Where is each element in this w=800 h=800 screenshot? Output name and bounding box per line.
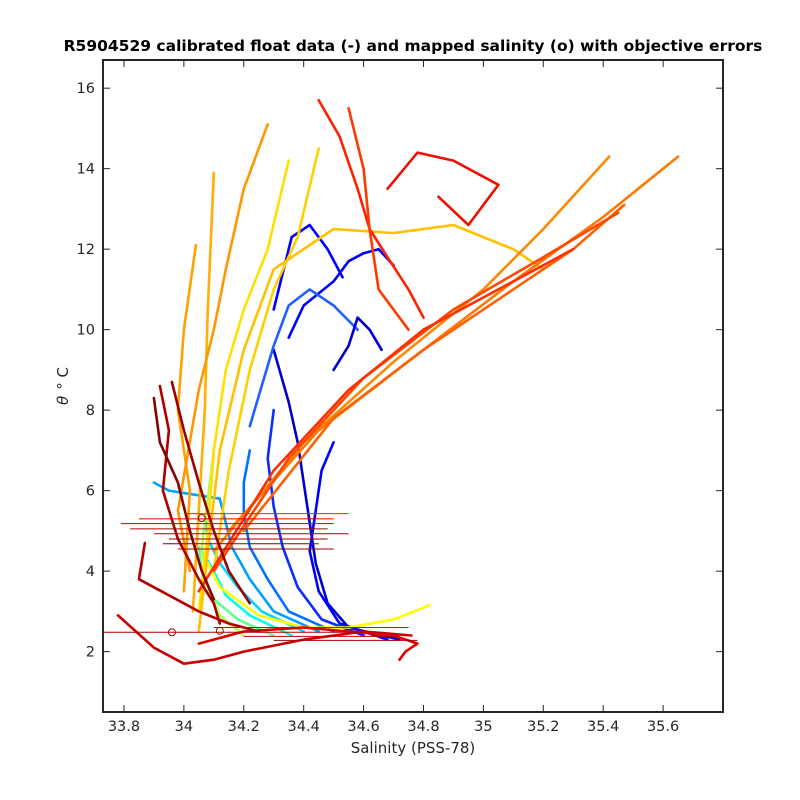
mapped-salinity-markers [167,514,224,637]
x-tick-label: 34.8 [407,719,439,735]
y-tick-label: 8 [86,403,95,419]
float-profile-line-24 [212,211,620,573]
float-profile-line-18 [191,171,216,613]
y-tick-label: 12 [77,242,95,258]
float-profile-line-6 [248,288,359,428]
float-profile-line-34 [137,541,261,633]
float-profile-line-16 [212,147,321,573]
x-tick-label: 33.8 [108,719,140,735]
y-tick-label: 6 [86,484,95,500]
x-tick-label: 34 [175,719,193,735]
float-profile-line-8 [242,449,335,633]
float-profile-line-20 [176,123,270,573]
x-tick-label: 35.6 [647,719,679,735]
chart-title: R5904529 calibrated float data (-) and m… [64,37,763,55]
float-profile-line-28 [347,107,410,332]
y-axis-label-unit: ° C [54,367,72,390]
x-axis-ticks: 33.8 34 34.2 34.4 34.6 34.8 35 35.2 35.4 35.6 [108,60,679,735]
float-profile-line-23 [242,203,626,533]
x-tick-label: 34.2 [228,719,260,735]
float-profile-line-2 [308,440,389,641]
mapped-salinity-marker-2 [197,514,206,523]
float-profile-line-15 [197,159,291,613]
float-profile-line-25 [197,247,575,593]
x-tick-label: 34.4 [288,719,320,735]
y-axis-label: θ ° C [54,367,72,405]
y-tick-label: 14 [77,162,95,178]
float-profile-line-30 [116,614,413,666]
data-lines [116,98,680,666]
float-profile-line-32 [152,396,216,601]
float-profile-line-27 [386,151,500,227]
float-profile-line-4 [287,247,395,340]
x-tick-label: 35 [474,719,492,735]
float-profile-line-17 [197,223,545,633]
y-tick-label: 4 [86,564,95,580]
mapped-salinity-marker-1 [167,628,176,637]
x-tick-label: 35.4 [587,719,619,735]
float-profile-line-1 [272,348,401,641]
float-profile-line-33 [170,380,252,605]
y-tick-label: 10 [77,323,95,339]
float-profile-line-7 [332,316,383,372]
y-axis-ticks: 2 4 6 8 10 12 14 16 [77,81,723,661]
x-tick-label: 35.2 [527,719,559,735]
y-tick-label: 2 [86,645,95,661]
float-profile-line-22 [227,155,680,533]
mapped-salinity-marker-3 [215,626,224,635]
y-axis-label-symbol: θ [54,396,72,405]
x-tick-label: 34.6 [347,719,379,735]
plot-frame [102,59,724,713]
x-axis-label: Salinity (PSS-78) [351,739,476,757]
float-profile-line-3 [266,408,365,637]
y-tick-label: 16 [77,81,95,97]
error-bars [103,513,418,641]
float-profile-line-26 [317,98,425,319]
